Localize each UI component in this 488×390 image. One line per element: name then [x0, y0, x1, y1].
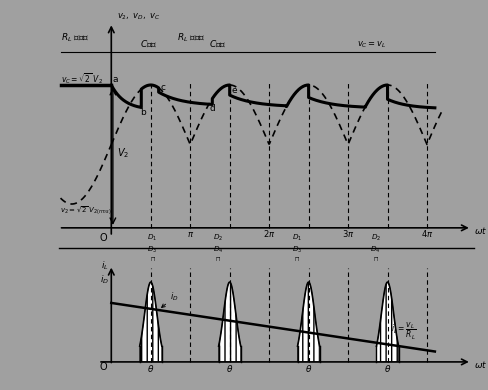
Text: $R_L$ 未接入: $R_L$ 未接入 [61, 31, 90, 44]
Text: $D_2$
$D_4$
导
电: $D_2$ $D_4$ 导 电 [370, 232, 380, 271]
Text: $C$放电: $C$放电 [140, 38, 158, 49]
Text: c: c [160, 83, 165, 92]
Text: $i_L$: $i_L$ [101, 259, 108, 272]
Text: $D_1$
$D_3$
导
电: $D_1$ $D_3$ 导 电 [291, 232, 301, 271]
Text: $C$充电: $C$充电 [209, 38, 226, 49]
Text: $D_1$
$D_3$
导
电: $D_1$ $D_3$ 导 电 [147, 232, 157, 271]
Text: O: O [100, 362, 107, 372]
Text: $R_L$ 接入后: $R_L$ 接入后 [177, 31, 205, 44]
Text: $v_C$$=$$\sqrt{2}\ V_2$: $v_C$$=$$\sqrt{2}\ V_2$ [61, 71, 103, 86]
Text: $i_D$: $i_D$ [162, 291, 179, 307]
Text: $\theta$: $\theta$ [383, 363, 390, 374]
Text: $D_2$
$D_4$
导
电: $D_2$ $D_4$ 导 电 [212, 232, 223, 271]
Text: $v_2$$=$$\sqrt{2}\ V_{2(rms)}$: $v_2$$=$$\sqrt{2}\ V_{2(rms)}$ [60, 205, 111, 217]
Text: $v_C$$=$$v_L$: $v_C$$=$$v_L$ [356, 39, 386, 50]
Text: $4\pi$: $4\pi$ [420, 228, 432, 239]
Text: $\theta$: $\theta$ [225, 363, 233, 374]
Text: b: b [140, 108, 145, 117]
Text: $v_2,\ v_D,\ v_C$: $v_2,\ v_D,\ v_C$ [116, 12, 160, 23]
Text: $\omega t$: $\omega t$ [473, 225, 487, 236]
Text: $i_L$$=$$\dfrac{v_L}{R_L}$: $i_L$$=$$\dfrac{v_L}{R_L}$ [391, 321, 416, 342]
Text: $i_D$: $i_D$ [100, 273, 109, 285]
Text: d: d [209, 104, 215, 113]
Text: $V_2$: $V_2$ [117, 146, 129, 160]
Text: $3\pi$: $3\pi$ [341, 228, 354, 239]
Text: $\pi$: $\pi$ [186, 230, 193, 239]
Text: a: a [112, 75, 117, 84]
Text: $\omega t$: $\omega t$ [473, 359, 487, 370]
Text: $\theta$: $\theta$ [147, 363, 154, 374]
Text: e: e [231, 86, 236, 95]
Text: O: O [100, 233, 107, 243]
Text: $\theta$: $\theta$ [305, 363, 312, 374]
Text: $2\pi$: $2\pi$ [263, 228, 275, 239]
